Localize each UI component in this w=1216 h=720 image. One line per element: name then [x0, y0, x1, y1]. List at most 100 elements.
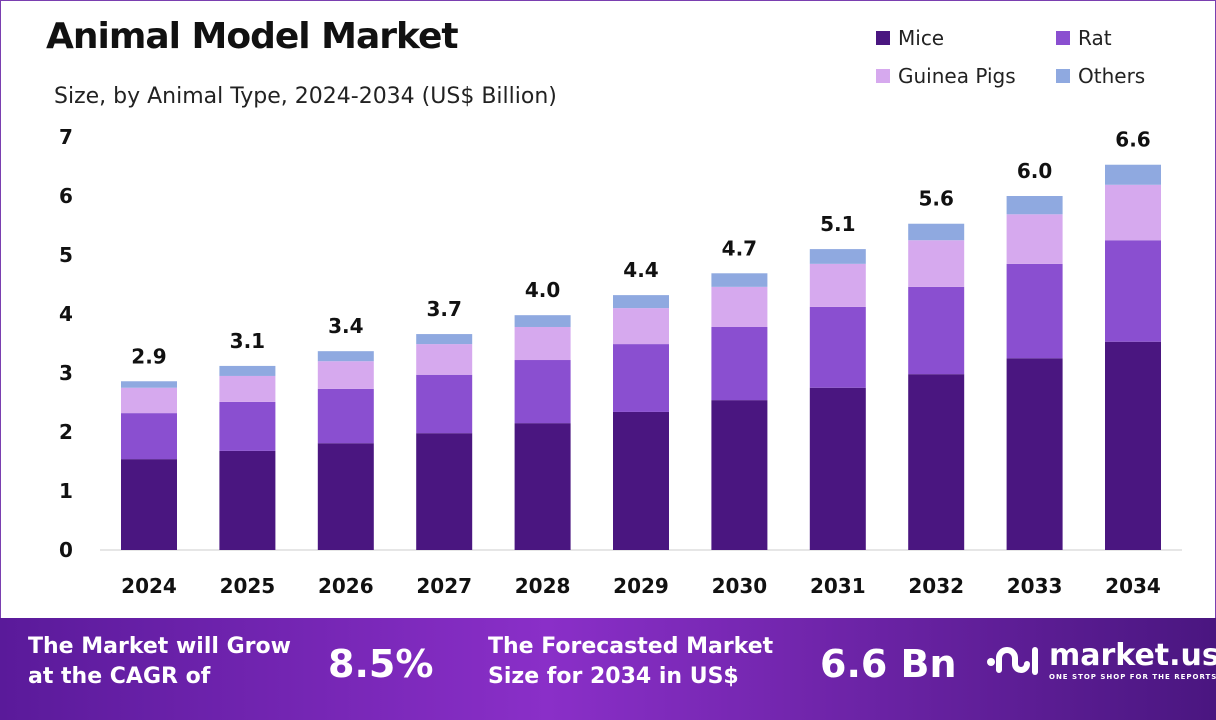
legend: Mice Rat Guinea Pigs Others: [876, 26, 1176, 88]
x-tick-label: 2026: [318, 574, 374, 598]
bar-segment-rat: [219, 401, 276, 451]
legend-swatch: [876, 69, 890, 83]
legend-item-rat: Rat: [1056, 26, 1176, 50]
cagr-label: The Market will Grow at the CAGR of: [28, 632, 291, 692]
bar-segment-mice: [219, 450, 276, 550]
bar-segment-others: [809, 249, 866, 264]
bar-segment-others: [317, 351, 374, 362]
bar-segment-rat: [416, 374, 473, 434]
bar-segment-guinea-pigs: [317, 361, 374, 389]
y-tick-label: 5: [59, 243, 73, 267]
legend-item-guinea-pigs: Guinea Pigs: [876, 64, 1056, 88]
legend-label: Others: [1078, 64, 1146, 88]
logo-icon: [987, 646, 1038, 675]
legend-swatch: [1056, 69, 1070, 83]
x-tick-label: 2029: [613, 574, 669, 598]
bar-segment-rat: [809, 306, 866, 388]
bar-segment-guinea-pigs: [809, 263, 866, 307]
bar-segment-rat: [711, 326, 768, 401]
total-label: 4.0: [525, 278, 560, 302]
bar-segment-mice: [416, 433, 473, 550]
x-tick-label: 2028: [515, 574, 571, 598]
y-tick-label: 4: [59, 302, 73, 326]
bar-segment-mice: [121, 459, 177, 550]
legend-swatch: [1056, 31, 1070, 45]
total-label: 4.7: [722, 236, 757, 260]
forecast-label-line: The Forecasted Market: [488, 634, 774, 659]
total-label: 3.7: [426, 297, 461, 321]
y-tick-label: 3: [59, 361, 73, 385]
bar-segment-others: [219, 365, 276, 376]
bar-segment-guinea-pigs: [613, 308, 669, 345]
x-tick-label: 2034: [1105, 574, 1161, 598]
x-tick-label: 2024: [121, 574, 177, 598]
bar-segment-rat: [317, 388, 374, 444]
total-label: 6.0: [1017, 159, 1052, 183]
legend-label: Rat: [1078, 26, 1112, 50]
x-tick-label: 2025: [220, 574, 276, 598]
bar-segment-others: [908, 223, 965, 241]
bar-segment-guinea-pigs: [711, 286, 768, 327]
total-label: 3.4: [328, 314, 363, 338]
footer-banner: The Market will Grow at the CAGR of 8.5% …: [0, 618, 1216, 720]
bar-segment-guinea-pigs: [1105, 184, 1161, 241]
bar-segment-guinea-pigs: [1006, 214, 1063, 264]
x-tick-label: 2032: [908, 574, 964, 598]
forecast-value: 6.6 Bn: [820, 642, 957, 686]
bar-segment-rat: [908, 286, 965, 375]
forecast-label: The Forecasted Market Size for 2034 in US…: [488, 632, 773, 692]
bar-segment-rat: [1105, 240, 1161, 342]
bar-segment-mice: [613, 411, 669, 550]
cagr-label-line: The Market will Grow: [28, 634, 291, 659]
logo-tagline: ONE STOP SHOP FOR THE REPORTS: [1049, 673, 1216, 681]
legend-item-others: Others: [1056, 64, 1176, 88]
total-label: 4.4: [623, 258, 658, 282]
bar-segment-others: [514, 315, 571, 327]
bar-segment-guinea-pigs: [219, 375, 276, 402]
bar-segment-rat: [1006, 263, 1063, 359]
y-tick-label: 0: [59, 538, 73, 562]
bar-segment-guinea-pigs: [514, 326, 571, 361]
bar-segment-mice: [1006, 358, 1063, 550]
legend-swatch: [876, 31, 890, 45]
cagr-label-line: at the CAGR of: [28, 664, 211, 689]
bar-segment-guinea-pigs: [416, 344, 473, 375]
bar-segment-rat: [121, 413, 177, 460]
x-tick-label: 2033: [1007, 574, 1063, 598]
bar-segment-others: [613, 295, 669, 309]
total-label: 2.9: [131, 344, 166, 368]
y-tick-label: 2: [59, 420, 73, 444]
chart-subtitle: Size, by Animal Type, 2024-2034 (US$ Bil…: [54, 84, 557, 109]
cagr-value: 8.5%: [328, 642, 434, 686]
bar-segment-rat: [514, 360, 571, 424]
bar-segment-others: [1105, 164, 1161, 185]
bar-segment-mice: [1105, 341, 1161, 550]
chart-title: Animal Model Market: [46, 16, 459, 57]
forecast-label-line: Size for 2034 in US$: [488, 664, 739, 689]
bar-segment-others: [1006, 196, 1063, 215]
bar-segment-mice: [908, 374, 965, 550]
bar-segment-others: [121, 381, 177, 388]
x-tick-label: 2027: [416, 574, 472, 598]
x-tick-label: 2030: [712, 574, 768, 598]
legend-item-mice: Mice: [876, 26, 1056, 50]
total-label: 5.1: [820, 212, 855, 236]
bar-segment-others: [711, 273, 768, 287]
bar-segment-guinea-pigs: [908, 240, 965, 287]
x-tick-label: 2031: [810, 574, 866, 598]
legend-label: Guinea Pigs: [898, 64, 1016, 88]
y-tick-label: 1: [59, 479, 73, 503]
logo-name: market.us: [1049, 638, 1216, 673]
y-tick-label: 7: [59, 125, 73, 149]
bar-segment-others: [416, 334, 473, 345]
total-label: 6.6: [1115, 128, 1150, 152]
bar-segment-mice: [809, 387, 866, 550]
bar-segment-mice: [711, 400, 768, 550]
bar-segment-rat: [613, 344, 669, 412]
y-tick-label: 6: [59, 184, 73, 208]
bar-segment-mice: [514, 423, 571, 550]
bar-chart: 0 1 2 3 4 5 6 7 2.9 2024 3.1 2025 3.4 2026 3.7 2027 4.0 2…: [59, 125, 1182, 598]
total-label: 3.1: [230, 329, 265, 353]
bar-segment-guinea-pigs: [121, 387, 177, 414]
total-label: 5.6: [918, 187, 953, 211]
